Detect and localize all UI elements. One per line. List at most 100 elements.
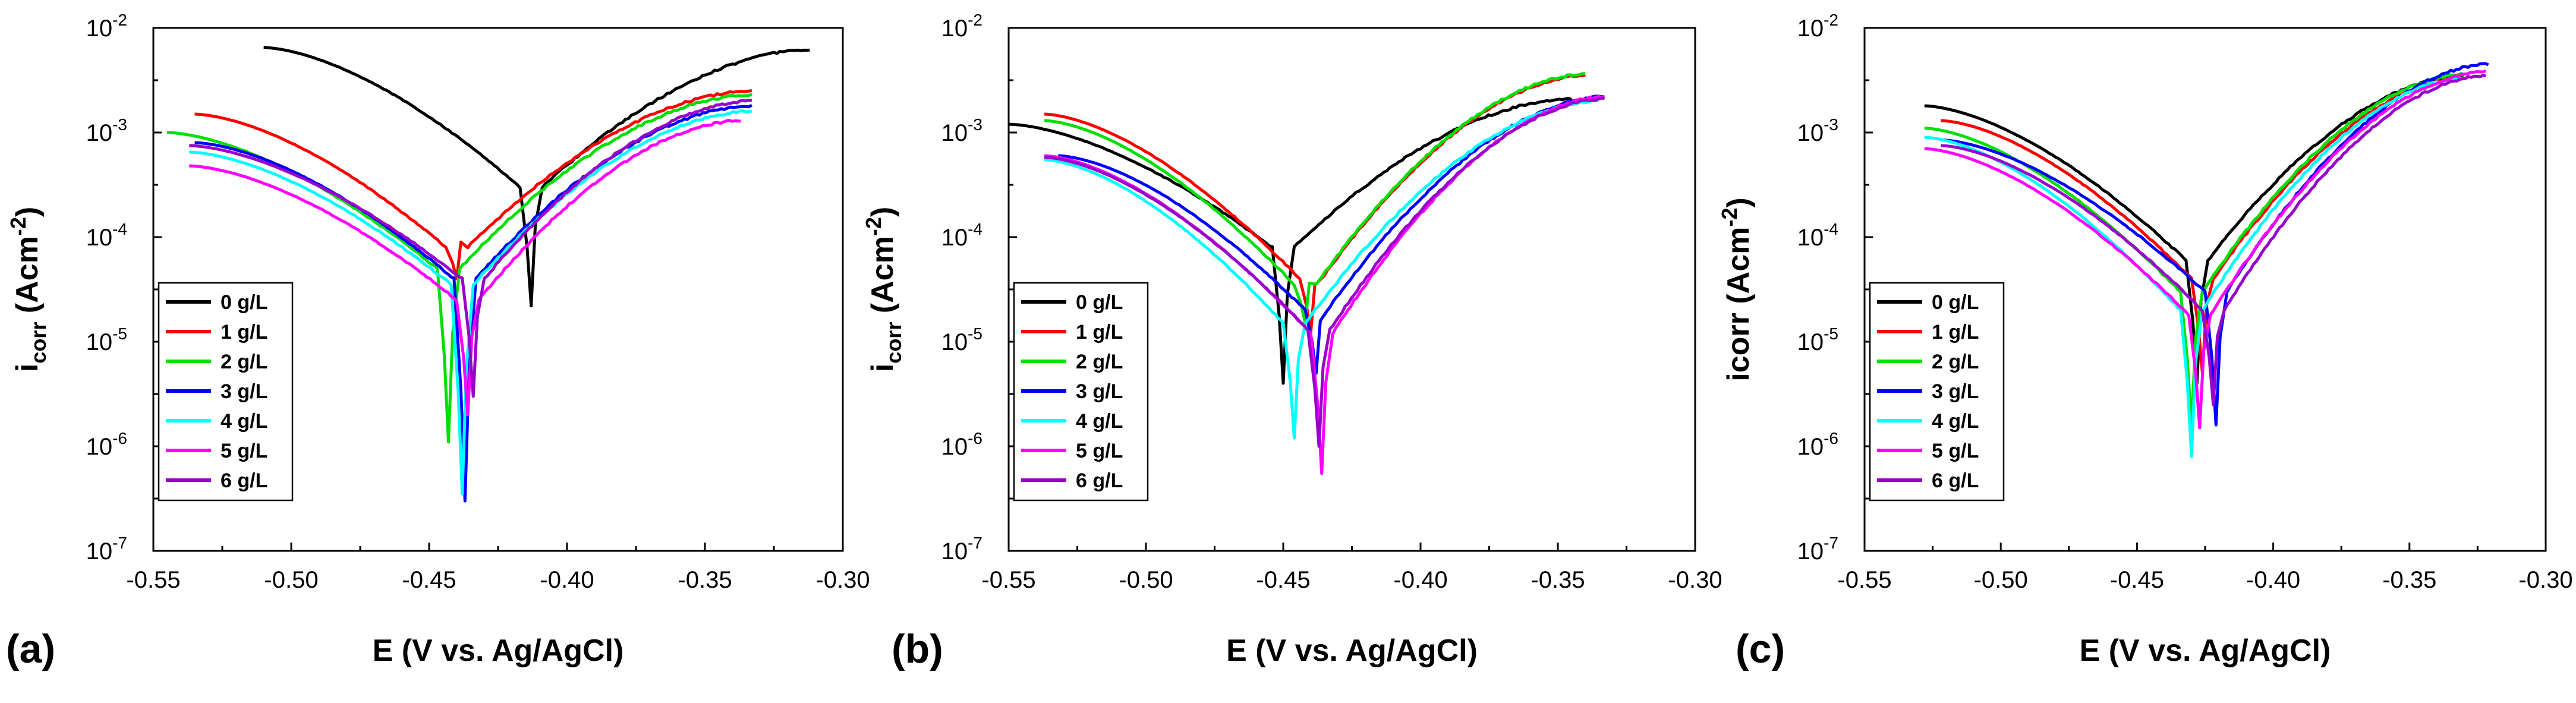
y-tick-base: 10 bbox=[1797, 329, 1824, 355]
legend-label: 2 g/L bbox=[221, 351, 267, 373]
y-tick-label: 10-2 bbox=[1797, 11, 1838, 42]
series-line-1gl bbox=[1941, 76, 2465, 375]
series-line-6gl bbox=[1044, 96, 1605, 448]
y-tick-base: 10 bbox=[941, 15, 968, 42]
series-line-0gl bbox=[1009, 97, 1572, 385]
y-tick-exponent: -6 bbox=[1824, 429, 1838, 447]
y-title-unit: (Acm bbox=[865, 236, 900, 321]
legend-label: 2 g/L bbox=[1076, 351, 1123, 373]
y-title-close: ) bbox=[1721, 197, 1756, 207]
y-tick-exponent: -5 bbox=[1824, 324, 1838, 343]
legend-item: 4 g/L bbox=[1021, 410, 1123, 433]
y-title-unit: (Acm bbox=[10, 236, 45, 321]
y-tick-base: 10 bbox=[86, 538, 113, 565]
legend-item: 3 g/L bbox=[1021, 380, 1123, 403]
legend-item: 2 g/L bbox=[1021, 351, 1123, 373]
series-group bbox=[167, 46, 810, 503]
y-tick-label: 10-4 bbox=[86, 220, 127, 251]
legend-item: 0 g/L bbox=[1021, 291, 1123, 314]
series-line-5gl bbox=[1924, 69, 2486, 430]
y-tick-base: 10 bbox=[941, 225, 968, 251]
legend-label: 1 g/L bbox=[1076, 321, 1123, 343]
series-line-6gl bbox=[1941, 74, 2486, 406]
y-title-close: ) bbox=[865, 207, 900, 217]
legend-item: 4 g/L bbox=[1877, 410, 1979, 433]
legend-item: 1 g/L bbox=[166, 321, 267, 343]
legend-item: 5 g/L bbox=[1877, 440, 1979, 462]
series-line-1gl bbox=[194, 89, 752, 280]
y-title-main: i bbox=[10, 364, 45, 372]
legend-item: 6 g/L bbox=[1877, 469, 1979, 492]
x-axis-title: E (V vs. Ag/AgCl) bbox=[2080, 633, 2331, 668]
y-tick-base: 10 bbox=[1797, 15, 1824, 42]
legend-label: 5 g/L bbox=[1932, 440, 1979, 462]
y-tick-base: 10 bbox=[1797, 225, 1824, 251]
legend-label: 3 g/L bbox=[221, 380, 267, 403]
y-tick-exponent: -4 bbox=[968, 220, 982, 238]
y-tick-base: 10 bbox=[1797, 120, 1824, 146]
y-tick-label: 10-6 bbox=[941, 429, 982, 460]
legend-item: 3 g/L bbox=[1877, 380, 1979, 403]
x-tick-label: -0.50 bbox=[264, 567, 318, 593]
y-tick-label: 10-5 bbox=[941, 324, 982, 355]
x-tick-label: -0.45 bbox=[1256, 567, 1310, 593]
y-tick-exponent: -2 bbox=[968, 11, 982, 29]
y-tick-exponent: -7 bbox=[968, 534, 982, 552]
y-tick-label: 10-6 bbox=[1797, 429, 1838, 460]
x-tick-label: -0.40 bbox=[540, 567, 594, 593]
legend-item: 4 g/L bbox=[166, 410, 267, 433]
y-title-close: ) bbox=[10, 207, 45, 217]
legend-label: 3 g/L bbox=[1932, 380, 1979, 403]
y-tick-exponent: -3 bbox=[112, 115, 127, 134]
legend-label: 4 g/L bbox=[221, 410, 267, 433]
x-tick-label: -0.55 bbox=[1837, 567, 1891, 593]
x-tick-label: -0.40 bbox=[1393, 567, 1447, 593]
series-line-6gl bbox=[189, 99, 752, 398]
legend-label: 5 g/L bbox=[1076, 440, 1123, 462]
y-tick-exponent: -5 bbox=[112, 324, 127, 343]
y-title-unit: (Acm bbox=[1721, 227, 1756, 313]
y-title-main: i bbox=[865, 364, 900, 372]
y-tick-label: 10-6 bbox=[86, 429, 127, 460]
x-tick-label: -0.45 bbox=[2110, 567, 2164, 593]
y-tick-base: 10 bbox=[1797, 538, 1824, 565]
legend-label: 1 g/L bbox=[221, 321, 267, 343]
series-group bbox=[1924, 62, 2489, 458]
y-tick-base: 10 bbox=[86, 15, 113, 42]
x-tick-label: -0.55 bbox=[981, 567, 1035, 593]
panel-label: (b) bbox=[892, 626, 943, 672]
y-tick-exponent: -6 bbox=[112, 429, 127, 447]
y-tick-label: 10-7 bbox=[1797, 534, 1838, 565]
y-tick-exponent: -2 bbox=[112, 11, 127, 29]
x-tick-label: -0.35 bbox=[1531, 567, 1585, 593]
y-tick-exponent: -3 bbox=[1824, 115, 1838, 134]
legend: 0 g/L 1 g/L 2 g/L 3 g/L 4 g/L 5 g/L 6 g/L bbox=[1013, 282, 1149, 502]
legend-label: 2 g/L bbox=[1932, 351, 1979, 373]
x-tick-label: -0.50 bbox=[1974, 567, 2028, 593]
y-axis-title: icorr (Acm-2) bbox=[1717, 197, 1756, 381]
y-tick-base: 10 bbox=[1797, 434, 1824, 460]
y-title-exponent: -2 bbox=[6, 217, 30, 236]
y-tick-label: 10-4 bbox=[1797, 220, 1838, 251]
x-tick-label: -0.45 bbox=[402, 567, 456, 593]
y-tick-label: 10-7 bbox=[941, 534, 982, 565]
legend-item: 2 g/L bbox=[166, 351, 267, 373]
series-line-5gl bbox=[189, 118, 741, 417]
legend-label: 0 g/L bbox=[221, 291, 267, 314]
y-tick-exponent: -4 bbox=[112, 220, 127, 238]
x-axis-title: E (V vs. Ag/AgCl) bbox=[373, 633, 624, 668]
x-tick-label: -0.50 bbox=[1119, 567, 1173, 593]
legend-item: 6 g/L bbox=[166, 469, 267, 492]
y-tick-label: 10-7 bbox=[86, 534, 127, 565]
y-tick-exponent: -7 bbox=[112, 534, 127, 552]
legend-label: 6 g/L bbox=[1932, 469, 1979, 492]
legend-label: 4 g/L bbox=[1076, 410, 1123, 433]
series-line-4gl bbox=[1924, 76, 2465, 458]
legend-label: 3 g/L bbox=[1076, 380, 1123, 403]
panel-label: (a) bbox=[6, 626, 55, 672]
legend-item: 0 g/L bbox=[1877, 291, 1979, 314]
y-tick-label: 10-5 bbox=[1797, 324, 1838, 355]
series-group bbox=[1009, 72, 1605, 475]
series-line-4gl bbox=[1044, 99, 1599, 440]
